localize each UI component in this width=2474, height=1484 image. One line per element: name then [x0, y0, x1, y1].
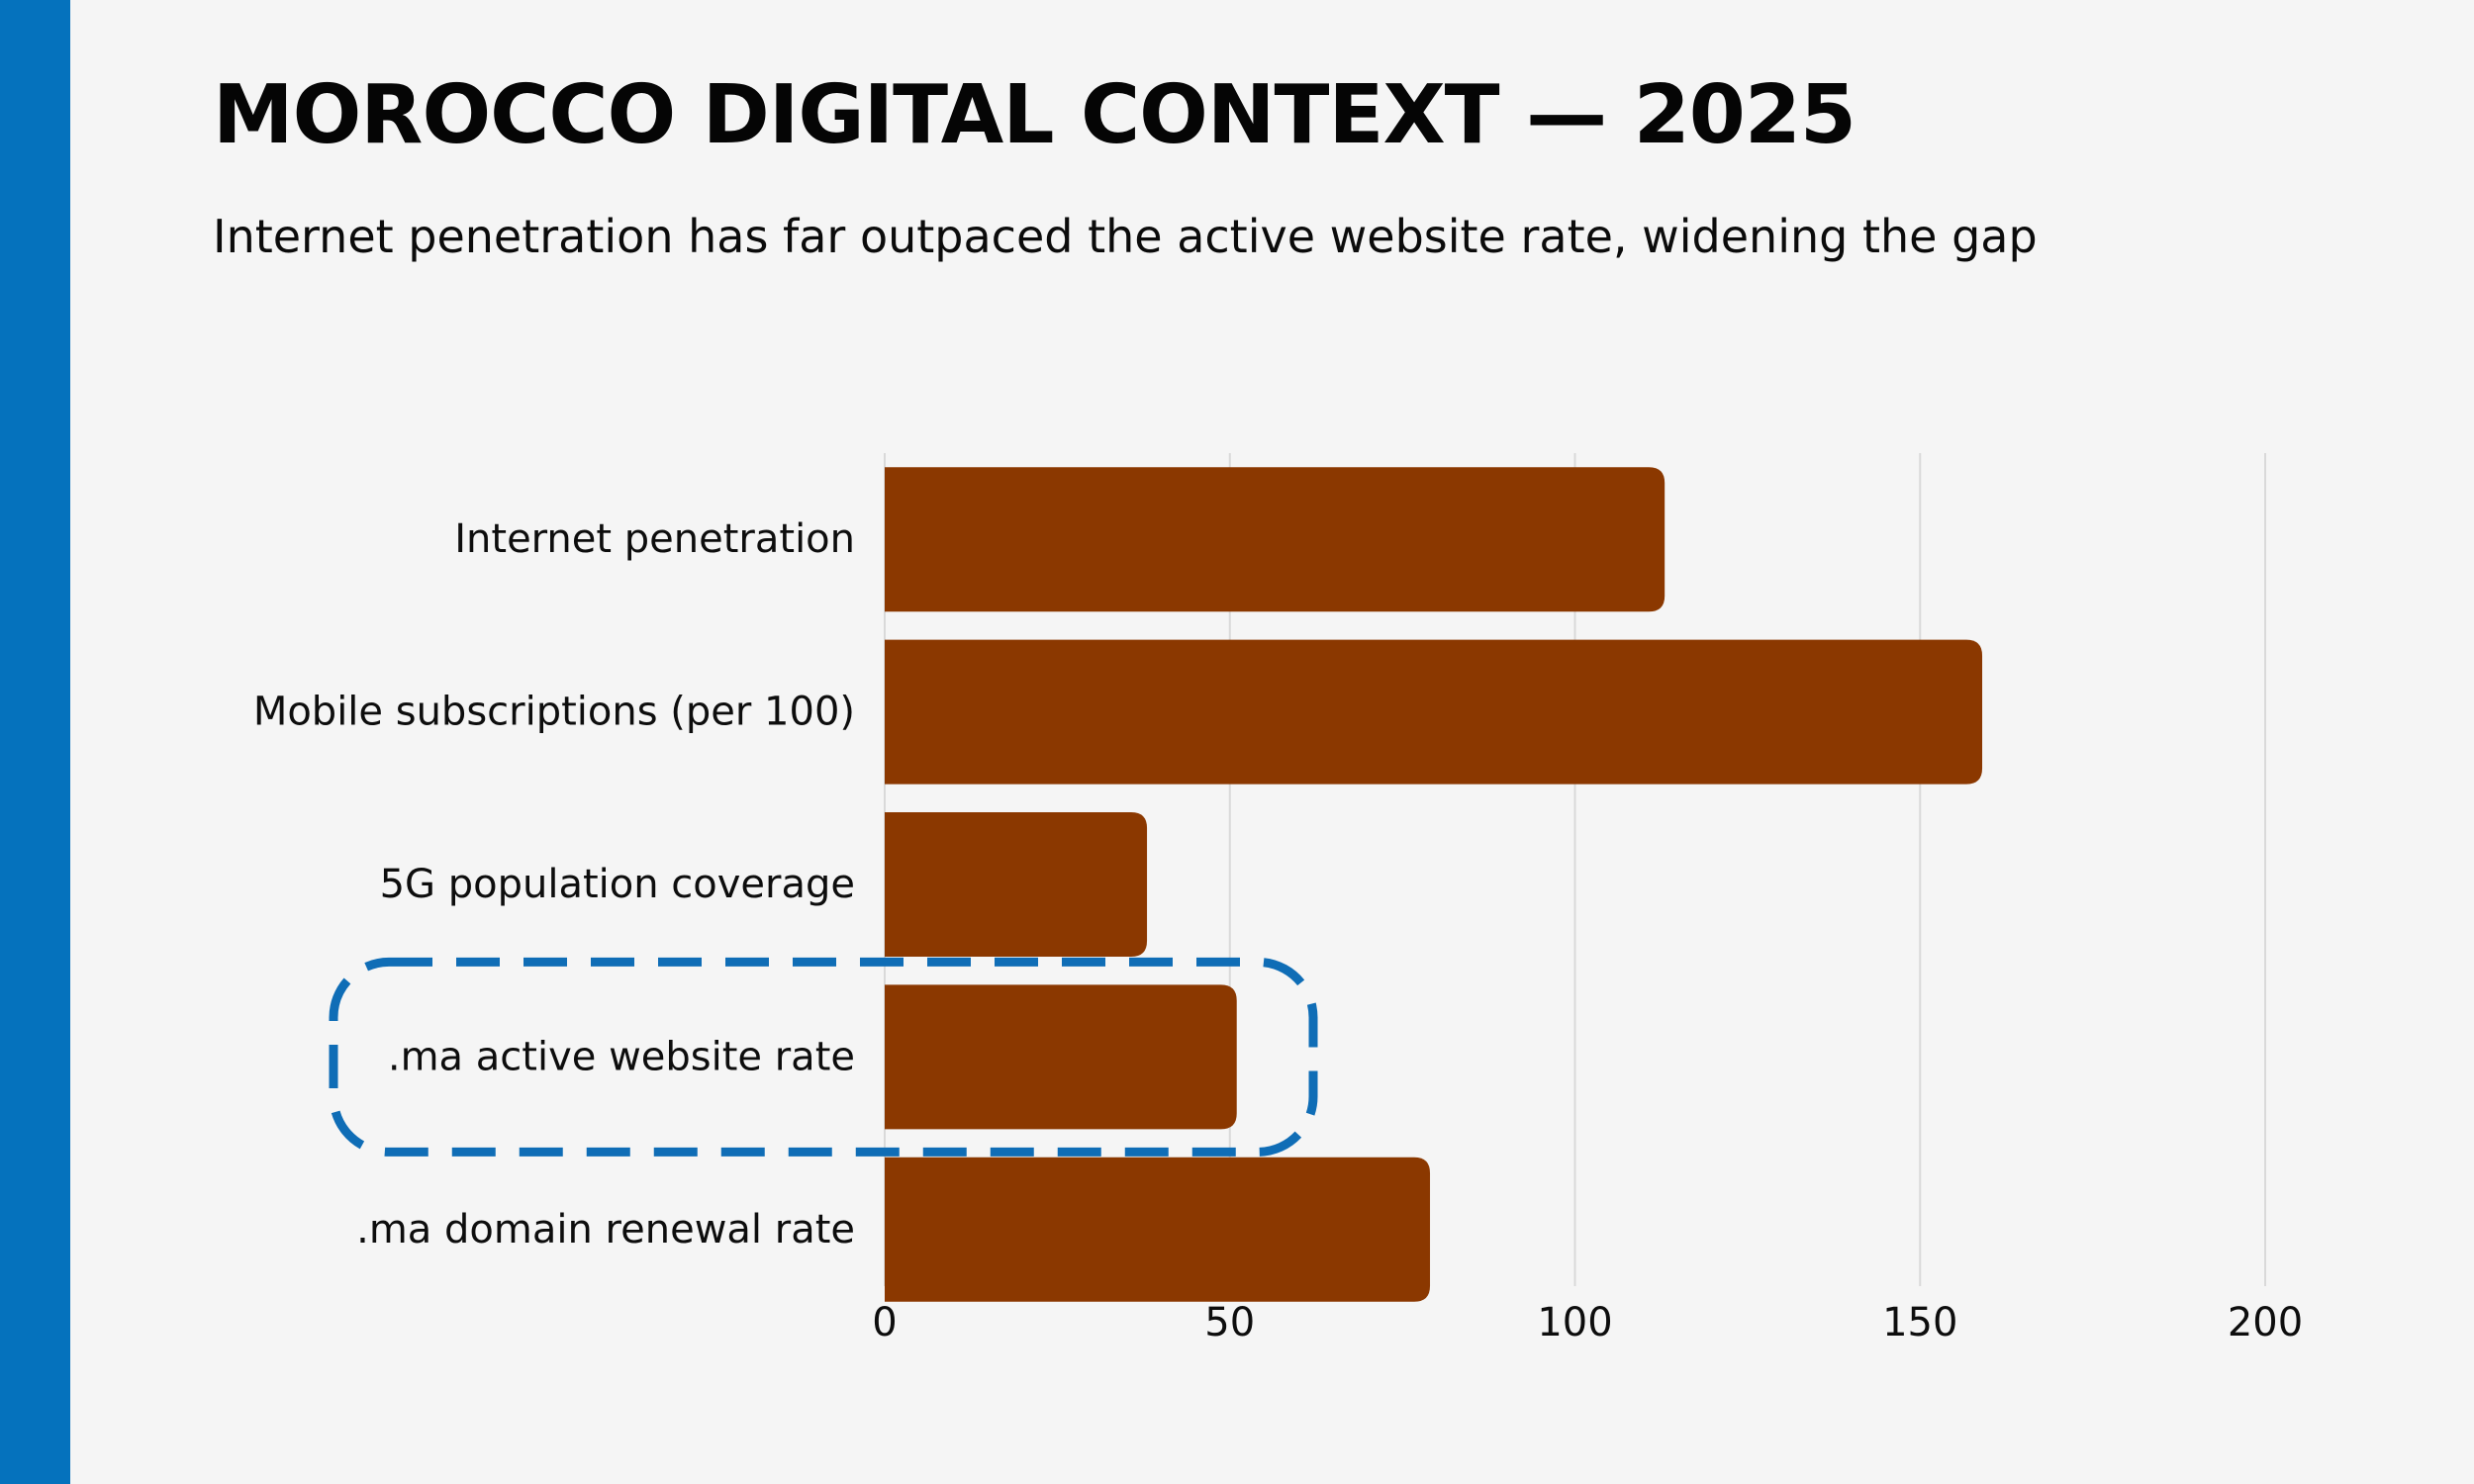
bar [885, 812, 1148, 957]
highlight-box [329, 957, 1318, 1157]
tick-label: 150 [1882, 1300, 1957, 1345]
x-axis-ticks: 0 50 100 150 200 [872, 1300, 2303, 1345]
bar [885, 467, 1665, 612]
bar [885, 1157, 1431, 1302]
page-title: MOROCCO DIGITAL CONTEXT — 2025 [213, 68, 1856, 162]
category-label: .ma domain renewal rate [356, 1207, 855, 1252]
bar [885, 639, 1983, 785]
tick-label: 0 [872, 1300, 897, 1345]
category-label: Internet penetration [454, 516, 855, 562]
page-subtitle: Internet penetration has far outpaced th… [213, 210, 2038, 263]
tick-label: 50 [1204, 1300, 1255, 1345]
category-label: 5G population coverage [380, 862, 855, 907]
bars [885, 467, 1983, 1302]
left-accent-bar [0, 0, 70, 1484]
category-label: .ma active website rate [388, 1034, 855, 1079]
category-label: Mobile subscriptions (per 100) [253, 690, 855, 735]
bar [885, 984, 1237, 1130]
tick-label: 100 [1537, 1300, 1612, 1345]
tick-label: 200 [2228, 1300, 2303, 1345]
category-labels: Internet penetration Mobile subscriptions… [253, 516, 855, 1252]
highlight-annotation [329, 957, 1318, 1157]
